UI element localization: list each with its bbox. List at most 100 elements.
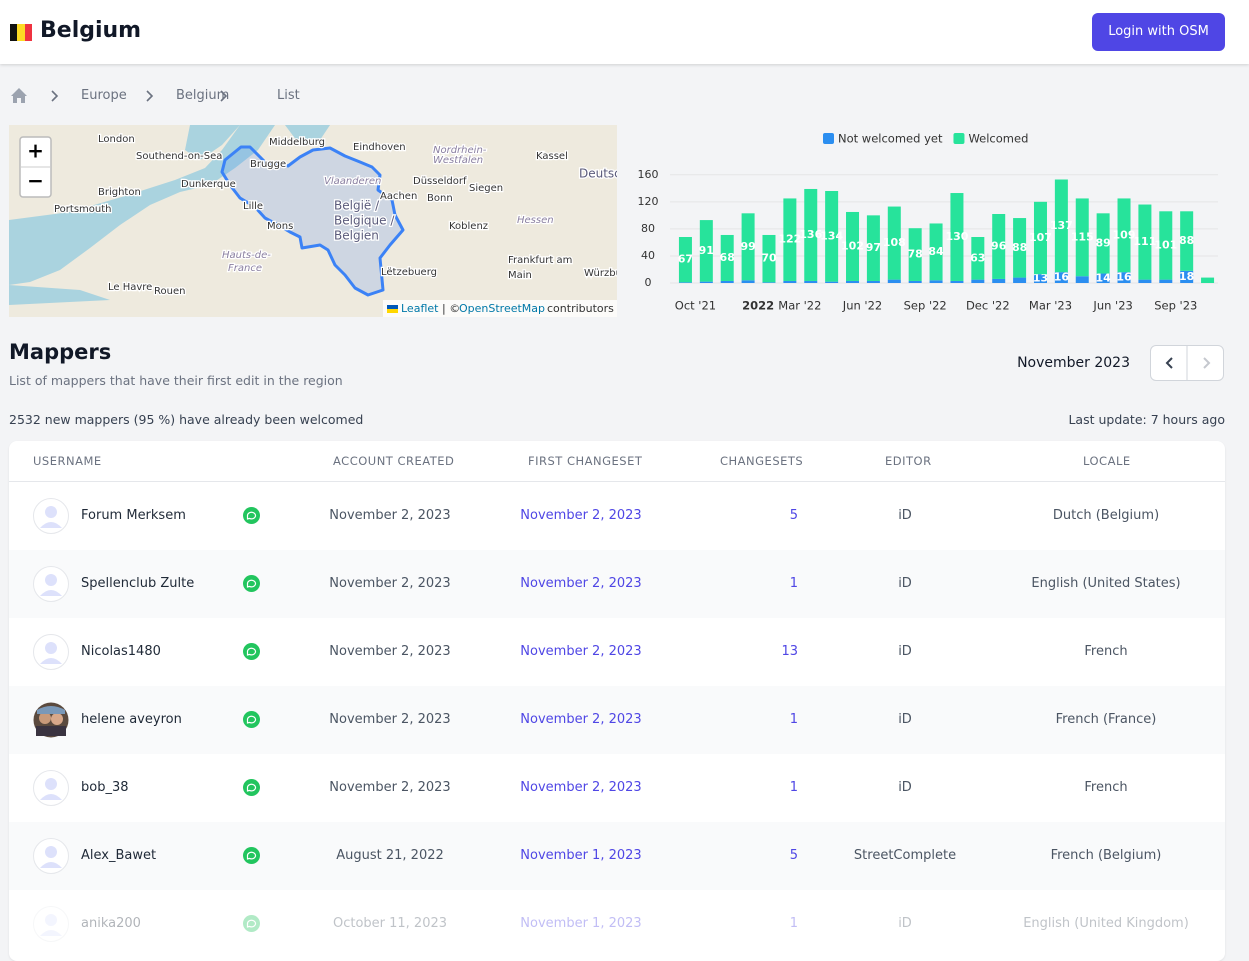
y-tick-label: 40 — [641, 249, 655, 262]
cell-text[interactable]: November 1, 2023 — [520, 916, 642, 931]
table-row[interactable]: Nicolas1480 November 2, 2023 November 2, 2… — [9, 618, 1225, 686]
table-row[interactable]: bob_38 November 2, 2023 November 2, 2023 iD… — [9, 754, 1225, 822]
changesets[interactable]: 1 — [789, 712, 798, 727]
changesets[interactable]: 5 — [789, 848, 798, 863]
column-header: CHANGESETS — [720, 454, 804, 468]
bar-segment — [699, 281, 713, 283]
cell-text: English (United States) — [1031, 576, 1181, 591]
table-row[interactable]: Forum Merksem November 2, 2023 November 2,… — [9, 482, 1225, 550]
cell-text[interactable]: November 2, 2023 — [520, 712, 642, 727]
avatar — [33, 498, 69, 534]
flag — [10, 24, 32, 41]
y-tick-label: 120 — [638, 195, 659, 208]
map-label: Le Havre — [108, 282, 152, 293]
bar-value-label: 107 — [1029, 231, 1052, 244]
chat-icon[interactable] — [243, 847, 260, 864]
map-label: België / — [334, 199, 380, 213]
bar-segment — [1075, 198, 1089, 277]
bar-segment — [1138, 204, 1152, 280]
column-header: ACCOUNT CREATED — [333, 454, 455, 468]
bar-value-label: 136 — [799, 228, 822, 241]
bar-value-label: 122 — [778, 233, 801, 246]
cell-text[interactable]: November 2, 2023 — [520, 508, 642, 523]
map-label: Belgique / — [334, 214, 395, 228]
changesets[interactable]: 5 — [789, 508, 798, 523]
breadcrumb-link[interactable]: Europe — [81, 88, 127, 103]
bar-value-label: 108 — [883, 236, 906, 249]
chat-icon[interactable] — [243, 779, 260, 796]
pager — [1150, 345, 1224, 381]
bar-segment — [929, 280, 943, 283]
chat-icon[interactable] — [243, 507, 260, 524]
cell-text: November 2, 2023 — [329, 712, 451, 727]
table-row[interactable]: anika200 October 11, 2023 November 1, 2023… — [9, 890, 1225, 958]
chat-icon[interactable] — [243, 915, 260, 932]
table-header — [9, 441, 1225, 482]
cell-text[interactable]: November 2, 2023 — [520, 576, 642, 591]
last-update: Last update: 7 hours ago — [1068, 412, 1225, 427]
bar-value-label: 137 — [1050, 219, 1073, 232]
section-subtitle: List of mappers that have their first ed… — [9, 373, 343, 388]
map-label: Lille — [243, 201, 263, 212]
changesets[interactable]: 1 — [789, 780, 798, 795]
table-row[interactable]: Alex_Bawet August 21, 2022 November 1, 202… — [9, 822, 1225, 890]
map-label: Düsseldorf — [413, 176, 467, 187]
column-header: USERNAME — [33, 454, 102, 468]
bar-segment — [929, 223, 943, 281]
map-label: Aachen — [380, 191, 417, 202]
x-tick-label: Jun '22 — [842, 299, 882, 313]
cell-text: French — [1084, 780, 1128, 795]
table-row[interactable]: Spellenclub Zulte November 2, 2023 Novembe… — [9, 550, 1225, 618]
bar-segment — [1013, 218, 1027, 278]
breadcrumb-link[interactable]: Belgium — [176, 88, 230, 103]
bar-value-label: 14 — [1095, 271, 1111, 284]
zoom-out[interactable]: − — [27, 169, 44, 193]
table-row[interactable]: helene aveyron November 2, 2023 November 2… — [9, 686, 1225, 754]
bar-segment — [846, 280, 860, 283]
cell-text[interactable]: November 1, 2023 — [520, 848, 642, 863]
changesets[interactable]: 13 — [781, 644, 798, 659]
cell-text[interactable]: November 2, 2023 — [520, 780, 642, 795]
bar-segment — [908, 228, 922, 281]
map-label: Southend-on-Sea — [136, 151, 222, 162]
bar-value-label: 78 — [908, 248, 923, 261]
attribution-link[interactable]: Leaflet — [401, 302, 439, 315]
bar-segment — [1054, 272, 1068, 283]
chat-icon[interactable] — [243, 643, 260, 660]
chat-icon[interactable] — [243, 711, 260, 728]
zoom-in[interactable]: + — [27, 139, 44, 163]
bar-value-label: 115 — [1071, 230, 1094, 243]
username: bob_38 — [81, 780, 129, 795]
bar-value-label: 96 — [991, 239, 1007, 252]
cell-text: French (France) — [1055, 712, 1157, 727]
login-button[interactable]: Login with OSM — [1092, 13, 1225, 51]
legend-swatch — [953, 133, 965, 144]
bar-segment — [1138, 279, 1152, 283]
bar-value-label: 111 — [1133, 235, 1156, 248]
changesets[interactable]: 1 — [789, 576, 798, 591]
legend-label: Welcomed — [968, 132, 1028, 146]
bar-segment — [971, 237, 985, 280]
home-icon[interactable] — [10, 87, 28, 104]
mappers-table: USERNAME ACCOUNT CREATED FIRST CHANGESET CH… — [9, 441, 1225, 961]
bar-segment — [804, 280, 818, 283]
legend-swatch — [823, 133, 834, 144]
bar-segment — [908, 280, 922, 283]
bar-segment — [804, 188, 818, 281]
map-label: Eindhoven — [353, 142, 406, 153]
cell-text[interactable]: November 2, 2023 — [520, 644, 642, 659]
bar-segment — [1180, 270, 1194, 283]
username: Alex_Bawet — [81, 848, 157, 863]
month-label: November 2023 — [1017, 355, 1130, 371]
map-label: Hessen — [517, 215, 554, 226]
attribution-link[interactable]: OpenStreetMap — [459, 302, 545, 315]
bar-segment — [720, 280, 734, 283]
map-label: Portsmouth — [54, 204, 112, 215]
chat-icon[interactable] — [243, 575, 260, 592]
map-label: Mons — [267, 221, 293, 232]
bar-value-label: 88 — [1012, 241, 1027, 254]
changesets[interactable]: 1 — [789, 916, 798, 931]
bar-value-label: 91 — [699, 244, 714, 257]
